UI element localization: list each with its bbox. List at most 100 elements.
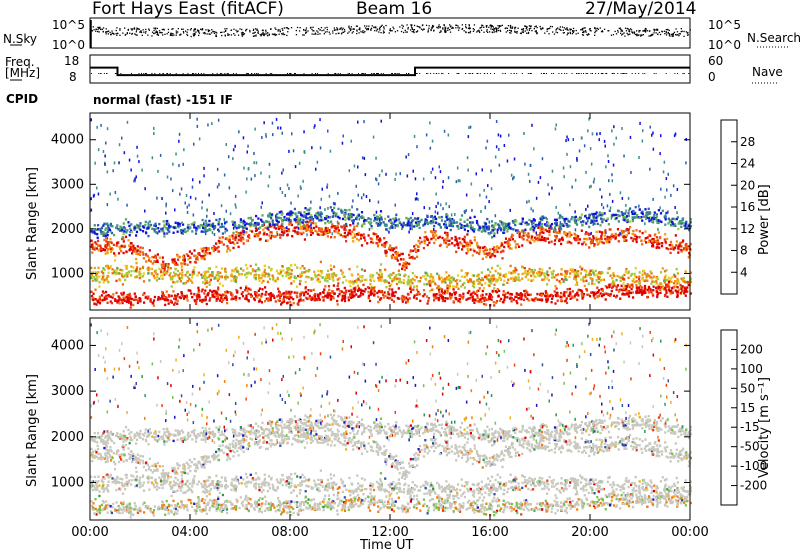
- power-cell: [339, 233, 342, 237]
- nsky-point: [275, 34, 278, 36]
- power-cell: [324, 229, 327, 232]
- power-cell: [432, 276, 435, 279]
- power-cell: [116, 224, 119, 227]
- power-cell: [113, 259, 117, 262]
- nave-point: [327, 73, 329, 74]
- nsky-point: [278, 33, 280, 35]
- nsky-point: [144, 32, 147, 34]
- power-cell: [400, 281, 403, 284]
- power-cell: [455, 285, 458, 288]
- nave-point: [98, 73, 100, 74]
- power-cell: [469, 216, 472, 219]
- nave-point: [653, 73, 655, 74]
- power-cell: [211, 274, 214, 277]
- power-cell: [540, 273, 543, 276]
- nsky-point: [491, 28, 494, 30]
- power-cell: [204, 219, 207, 223]
- power-cell: [555, 223, 558, 227]
- power-cell: [472, 230, 476, 233]
- power-cell: [542, 273, 546, 276]
- nsky-point: [241, 31, 244, 34]
- power-cell: [573, 275, 576, 278]
- power-cell: [463, 228, 466, 231]
- power-cell: [331, 295, 334, 298]
- nsky-point: [563, 32, 565, 34]
- power-cell: [166, 264, 169, 267]
- power-cell: [139, 273, 142, 276]
- power-cell: [194, 302, 198, 305]
- nsky-point: [671, 35, 673, 37]
- power-cell: [238, 297, 241, 300]
- power-cell: [180, 293, 183, 297]
- power-cell: [457, 243, 460, 247]
- nsky-point: [638, 29, 640, 32]
- nsky-point: [493, 31, 496, 33]
- power-cell: [356, 224, 359, 228]
- nave-point: [665, 73, 667, 74]
- power-cell: [149, 267, 153, 270]
- power-cell: [136, 266, 139, 269]
- power-cell: [283, 230, 286, 233]
- nsky-point: [457, 25, 459, 27]
- nsky-point: [567, 32, 569, 34]
- power-cell: [311, 218, 314, 221]
- power-cell: [234, 238, 237, 242]
- power-cell: [638, 277, 641, 281]
- power-cell: [446, 284, 449, 287]
- power-cell: [424, 231, 427, 234]
- power-cell: [514, 246, 517, 249]
- nsky-point: [111, 30, 113, 32]
- nsky-point: [95, 30, 97, 32]
- power-cell: [349, 293, 352, 296]
- power-cell: [132, 244, 135, 247]
- power-cell: [386, 296, 389, 299]
- power-cell: [443, 299, 447, 303]
- nsky-point: [339, 28, 341, 30]
- power-cell: [258, 298, 261, 301]
- power-cell: [274, 300, 277, 303]
- power-cell: [406, 280, 409, 283]
- power-cell: [124, 278, 127, 282]
- power-cell: [186, 280, 189, 283]
- power-cell: [228, 240, 231, 243]
- nsky-point: [447, 27, 449, 30]
- power-cell: [180, 262, 183, 265]
- power-cell: [644, 230, 647, 233]
- nsky-point: [528, 28, 531, 30]
- nsky-point: [385, 24, 387, 27]
- power-cell: [545, 291, 548, 295]
- power-cell: [518, 230, 521, 234]
- power-cell: [537, 226, 540, 229]
- nsky-point: [97, 28, 99, 31]
- nsky-point: [582, 34, 585, 36]
- nave-point: [623, 73, 625, 74]
- power-cell: [474, 292, 477, 295]
- power-cell: [119, 247, 122, 251]
- power-cell: [461, 297, 464, 300]
- power-cell: [585, 289, 589, 292]
- power-cell: [230, 274, 233, 278]
- power-cell: [107, 275, 110, 278]
- power-cell: [423, 242, 426, 245]
- nsky-point: [585, 31, 587, 33]
- power-cell: [326, 293, 329, 296]
- power-cell: [650, 277, 653, 280]
- power-cell: [600, 237, 603, 240]
- power-cell: [228, 238, 231, 241]
- power-cell: [226, 244, 229, 248]
- power-cell: [564, 270, 567, 273]
- power-cell: [466, 233, 469, 236]
- power-cell: [310, 276, 313, 280]
- power-cell: [583, 241, 586, 244]
- power-cell: [333, 225, 337, 228]
- power-cell: [333, 265, 336, 268]
- power-cell: [376, 245, 380, 248]
- power-cell: [615, 294, 619, 298]
- power-cell: [524, 221, 527, 225]
- power-cell: [296, 266, 299, 269]
- power-cell: [340, 290, 343, 293]
- power-cell: [627, 209, 630, 212]
- power-cell: [337, 282, 340, 285]
- power-cell: [363, 219, 366, 223]
- power-cell: [105, 278, 108, 281]
